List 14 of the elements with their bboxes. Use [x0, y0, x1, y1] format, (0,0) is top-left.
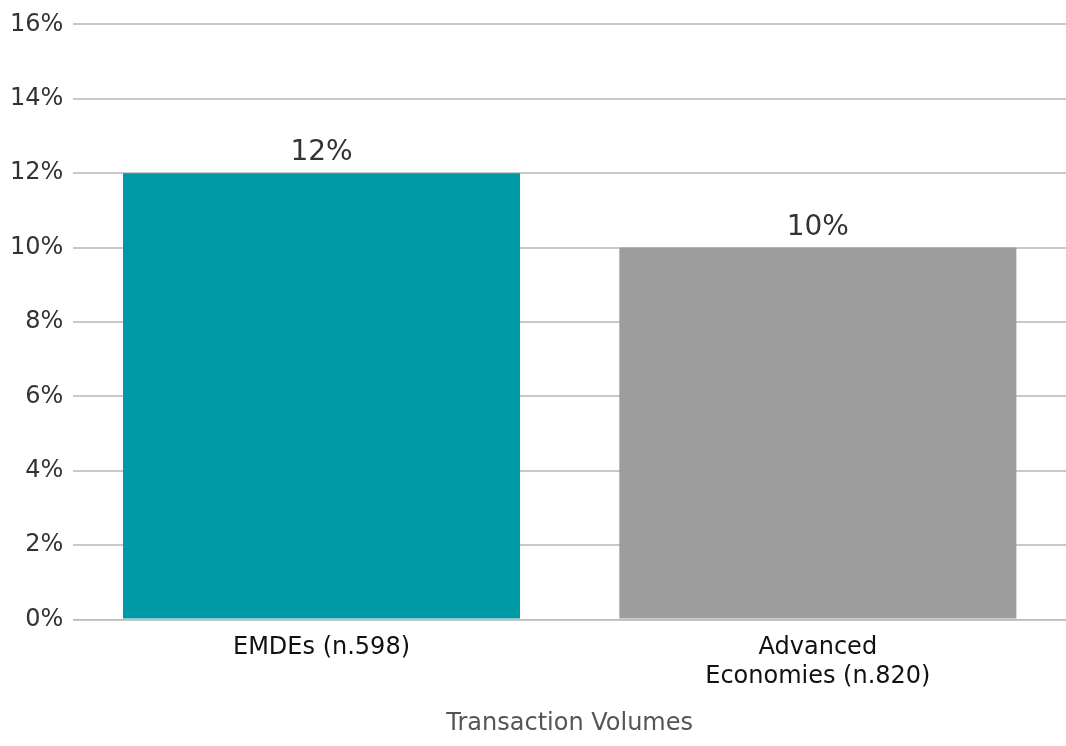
y-tick-label: 14% [10, 83, 64, 112]
y-tick-label: 16% [10, 8, 64, 37]
x-axis-title: Transaction Volumes [445, 707, 694, 736]
y-tick-label: 10% [10, 231, 64, 260]
y-tick-label: 12% [10, 157, 64, 186]
y-tick-label: 4% [25, 455, 64, 484]
y-tick-label: 6% [25, 380, 64, 409]
x-tick-label: Advanced Economies (n.820) [705, 632, 931, 690]
y-tick-label: 0% [25, 603, 64, 632]
data-label: 10% [786, 208, 849, 242]
x-tick-label: EMDEs (n.598) [232, 632, 411, 661]
data-label: 12% [290, 134, 353, 168]
y-tick-label: 2% [25, 529, 64, 558]
y-tick-label: 8% [25, 306, 64, 335]
